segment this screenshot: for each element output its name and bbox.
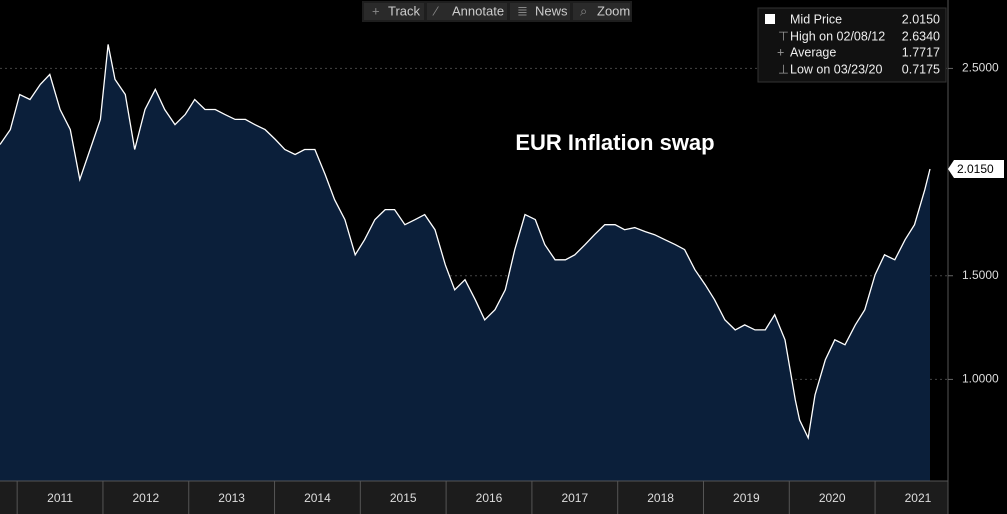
last-price-box bbox=[948, 159, 1004, 178]
icon: + bbox=[777, 45, 784, 59]
line bbox=[0, 44, 931, 441]
y-tick-label: 1.5000 bbox=[962, 268, 999, 282]
toolbar-label[interactable]: Track bbox=[388, 3, 421, 18]
x-tick-label: 2014 bbox=[304, 491, 331, 505]
icon: ⊥ bbox=[778, 62, 789, 76]
x-tick-label: 2012 bbox=[132, 491, 159, 505]
x-tick-label: 2021 bbox=[905, 491, 932, 505]
axes: 1.0000 1.5000 2.5000 2011 2012 2013 2014 2015 20… bbox=[16, 61, 999, 514]
legend-box bbox=[757, 7, 947, 83]
legend-label: Mid Price bbox=[790, 12, 842, 26]
legend-value: 2.6340 bbox=[902, 29, 940, 43]
annotation-title: EUR Inflation swap bbox=[515, 130, 714, 155]
toolbar-label[interactable]: Annotate bbox=[452, 3, 504, 18]
legend-label: High on 02/08/12 bbox=[790, 29, 885, 43]
toolbar-button[interactable] bbox=[510, 3, 570, 20]
toolbar-label[interactable]: News bbox=[535, 3, 568, 18]
icon: ≣ bbox=[517, 3, 528, 18]
area bbox=[0, 44, 930, 482]
legend-value: 0.7175 bbox=[902, 62, 940, 76]
toolbar-button[interactable] bbox=[364, 3, 424, 20]
last-price-label: 2.0150 bbox=[957, 162, 994, 176]
y-tick-label: 2.5000 bbox=[962, 61, 999, 75]
x-tick-label: 2020 bbox=[819, 491, 846, 505]
toolbar: Track + Annotate ⁄ News ≣ Zoom ⌕ bbox=[362, 1, 632, 22]
x-tick-label: 2016 bbox=[476, 491, 503, 505]
legend-value: 1.7717 bbox=[902, 45, 940, 59]
x-tick-label: 2013 bbox=[218, 491, 245, 505]
icon: ⁄ bbox=[432, 3, 439, 18]
toolbar-label[interactable]: Zoom bbox=[597, 3, 630, 18]
last-price-tag: 2.0150 bbox=[948, 159, 1004, 178]
icon: + bbox=[372, 3, 380, 18]
x-tick-label: 2017 bbox=[561, 491, 588, 505]
y-tick-label: 1.0000 bbox=[962, 372, 999, 386]
legend-swatch bbox=[765, 14, 775, 24]
x-tick-label: 2011 bbox=[47, 491, 73, 505]
legend: Mid Price 2.0150 ⊤ High on 02/08/12 2.63… bbox=[757, 7, 947, 83]
icon: ⊤ bbox=[778, 29, 789, 43]
legend-label: Average bbox=[790, 45, 836, 59]
legend-value: 2.0150 bbox=[902, 12, 940, 26]
legend-label: Low on 03/23/20 bbox=[790, 62, 882, 76]
x-tick-label: 2018 bbox=[647, 491, 674, 505]
x-axis-strip bbox=[0, 481, 948, 514]
x-tick-label: 2019 bbox=[733, 491, 760, 505]
icon: ⌕ bbox=[580, 3, 587, 18]
toolbar-button[interactable] bbox=[427, 3, 507, 20]
x-tick-label: 2015 bbox=[390, 491, 417, 505]
toolbar-button[interactable] bbox=[573, 3, 630, 20]
